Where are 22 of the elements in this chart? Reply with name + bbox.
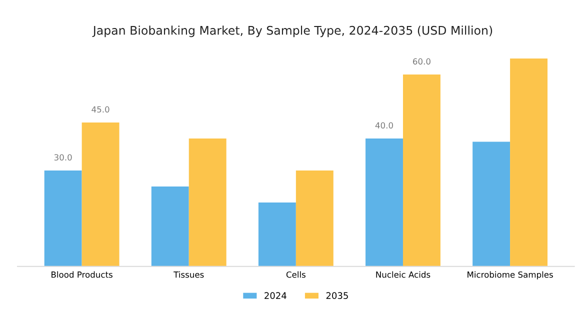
legend-label: 2035 [326,292,348,300]
data-label: 30.0 [54,154,72,161]
x-tick-label: Blood Products [52,271,112,278]
bar [151,186,189,266]
chart-title: Japan Biobanking Market, By Sample Type, 2024-2035 (USD Million) [92,26,492,38]
bar [44,170,82,266]
x-tick-label: Cells [286,271,306,278]
legend-label: 2024 [264,292,286,300]
data-label: 45.0 [92,106,110,113]
bar [402,74,440,266]
x-tick-label: Microbiome Samples [468,271,553,280]
data-label: 40.0 [375,122,393,129]
bar [366,138,403,266]
x-tick-label: Tissues [174,271,204,278]
bar [258,202,296,266]
x-tick-label: Nucleic Acids [376,271,430,278]
bar [472,142,510,266]
bar [82,122,120,266]
bar [296,170,334,266]
bar [510,58,548,266]
data-label: 60.0 [413,58,430,65]
bar [188,138,226,266]
